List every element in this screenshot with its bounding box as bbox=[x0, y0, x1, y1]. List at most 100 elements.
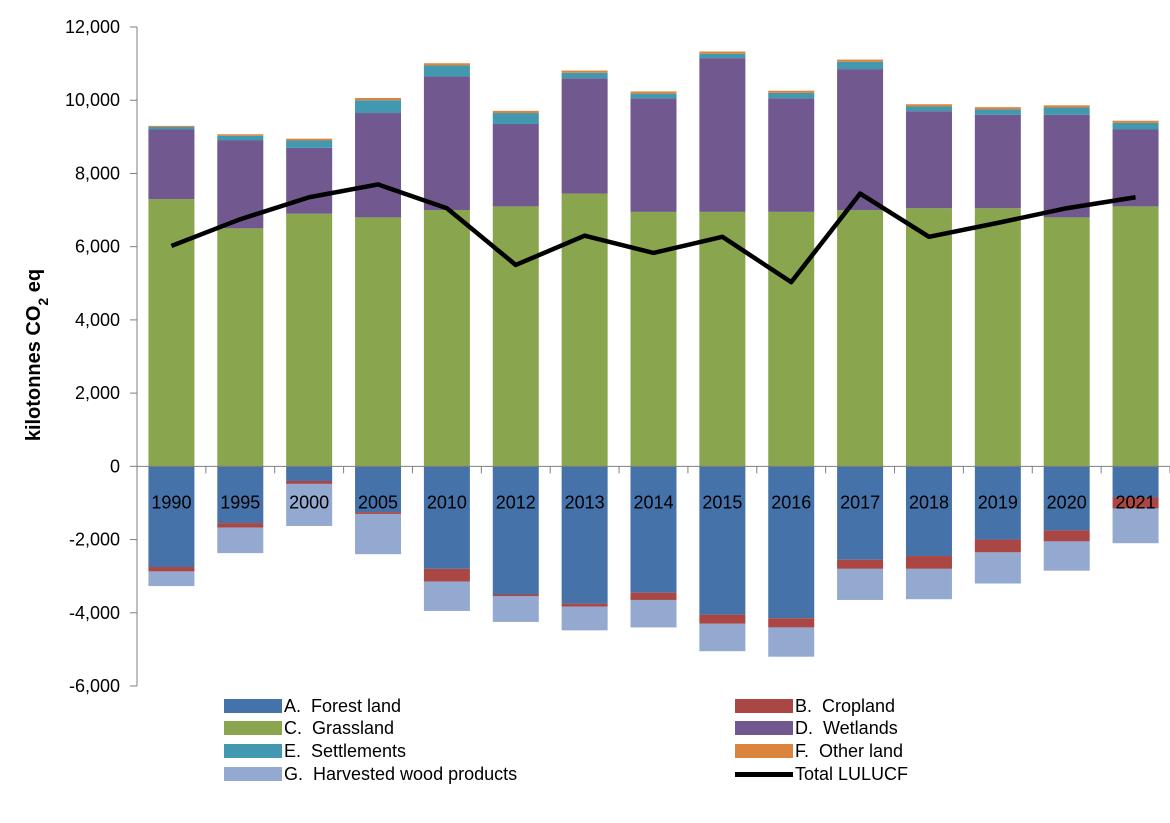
bar-segment bbox=[561, 466, 608, 604]
bar-segment bbox=[423, 210, 470, 467]
bar-segment bbox=[148, 571, 195, 587]
bar-segment bbox=[423, 63, 470, 66]
bar-segment bbox=[905, 111, 952, 209]
bar-segment bbox=[355, 217, 402, 467]
y-tick-label: 2,000 bbox=[75, 383, 120, 403]
bar-segment bbox=[630, 466, 677, 593]
bar-segment bbox=[905, 568, 952, 600]
bar-segment bbox=[1043, 114, 1090, 218]
bar-segment bbox=[905, 208, 952, 467]
bar-segment bbox=[837, 559, 884, 569]
bar-segment bbox=[355, 100, 402, 114]
y-tick-label: 6,000 bbox=[75, 237, 120, 257]
bar-segment bbox=[837, 568, 884, 600]
bar-segment bbox=[492, 596, 539, 622]
y-tick-label: 12,000 bbox=[65, 17, 120, 37]
bar-segment bbox=[974, 114, 1021, 209]
bar-segment bbox=[217, 135, 264, 141]
bar-segment bbox=[768, 627, 815, 657]
bar-segment bbox=[768, 90, 815, 93]
bar-segment bbox=[423, 581, 470, 611]
y-axis-title-sub: 2 bbox=[35, 298, 51, 306]
x-tick-label: 2017 bbox=[840, 492, 880, 512]
bar-segment bbox=[355, 113, 402, 218]
total-lulucf-line bbox=[170, 182, 1136, 285]
y-axis-title-suffix: eq bbox=[23, 269, 45, 298]
stacked-bars bbox=[148, 51, 1159, 657]
bar-segment bbox=[905, 466, 952, 557]
x-tick-label: 2000 bbox=[289, 492, 329, 512]
bar-segment bbox=[561, 606, 608, 631]
bar-segment bbox=[1112, 122, 1159, 130]
bar-segment bbox=[423, 568, 470, 582]
bar-segment bbox=[286, 480, 333, 484]
bar-segment bbox=[1043, 105, 1090, 108]
x-tick-label: 2014 bbox=[633, 492, 673, 512]
y-tick-label: -6,000 bbox=[69, 676, 120, 696]
bar-segment bbox=[1112, 120, 1159, 123]
bar-segment bbox=[630, 98, 677, 212]
y-axis-title-main: kilotonnes CO bbox=[23, 306, 45, 442]
bar-segment bbox=[217, 523, 264, 528]
bar-segment bbox=[1043, 107, 1090, 115]
bar-segment bbox=[217, 228, 264, 467]
y-axis-title: kilotonnes CO2 eq bbox=[23, 269, 51, 441]
bar-segment bbox=[286, 483, 333, 527]
bar-segment bbox=[423, 466, 470, 569]
bar-segment bbox=[768, 211, 815, 467]
x-tick-label: 2005 bbox=[358, 492, 398, 512]
bar-segment bbox=[699, 623, 746, 652]
bar-segment bbox=[630, 93, 677, 99]
bar-segment bbox=[768, 618, 815, 628]
bar-segment bbox=[148, 567, 195, 572]
bar-segment bbox=[974, 552, 1021, 584]
x-tick-label: 2012 bbox=[496, 492, 536, 512]
bar-segment bbox=[355, 513, 402, 555]
bar-segment bbox=[286, 213, 333, 467]
bar-segment bbox=[699, 51, 746, 54]
bar-segment bbox=[492, 594, 539, 597]
y-tick-label: 4,000 bbox=[75, 310, 120, 330]
bar-segment bbox=[837, 59, 884, 62]
bar-segment bbox=[630, 592, 677, 600]
x-tick-label: 2021 bbox=[1116, 492, 1156, 512]
bar-segment bbox=[699, 211, 746, 467]
bar-segment bbox=[423, 65, 470, 77]
x-tick-label: 2018 bbox=[909, 492, 949, 512]
bar-segment bbox=[492, 206, 539, 467]
bar-segment bbox=[905, 106, 952, 112]
bar-segment bbox=[905, 556, 952, 569]
bar-segment bbox=[148, 129, 195, 200]
y-tick-label: 10,000 bbox=[65, 90, 120, 110]
bar-segment bbox=[355, 466, 402, 513]
x-tick-label: 2013 bbox=[565, 492, 605, 512]
bar-segment bbox=[837, 61, 884, 70]
x-tick-label: 2010 bbox=[427, 492, 467, 512]
bar-segment bbox=[837, 466, 884, 560]
bar-segment bbox=[699, 466, 746, 615]
bar-segment bbox=[974, 539, 1021, 553]
bar-segment bbox=[1043, 530, 1090, 542]
bar-segment bbox=[1112, 508, 1159, 544]
bar-segment bbox=[837, 69, 884, 211]
x-tick-label: 2016 bbox=[771, 492, 811, 512]
bar-segment bbox=[974, 107, 1021, 110]
bar-segment bbox=[974, 109, 1021, 115]
bar-segment bbox=[699, 614, 746, 624]
x-tick-label: 2019 bbox=[978, 492, 1018, 512]
bar-segment bbox=[974, 208, 1021, 467]
y-tick-label: 8,000 bbox=[75, 163, 120, 183]
total-line-series bbox=[170, 182, 1136, 285]
bar-segment bbox=[768, 92, 815, 99]
bar-segment bbox=[148, 466, 195, 568]
bar-segment bbox=[699, 53, 746, 59]
bar-segment bbox=[630, 599, 677, 628]
y-tick-label: -2,000 bbox=[69, 530, 120, 550]
bar-segment bbox=[561, 603, 608, 607]
bar-segment bbox=[768, 98, 815, 212]
bar-segment bbox=[974, 466, 1021, 540]
bar-segment bbox=[561, 70, 608, 73]
y-axis-tick-labels: -6,000 -4,000 -2,000 0 2,000 4,000 6,000 8,000 1… bbox=[65, 17, 120, 696]
bar-segment bbox=[492, 124, 539, 207]
